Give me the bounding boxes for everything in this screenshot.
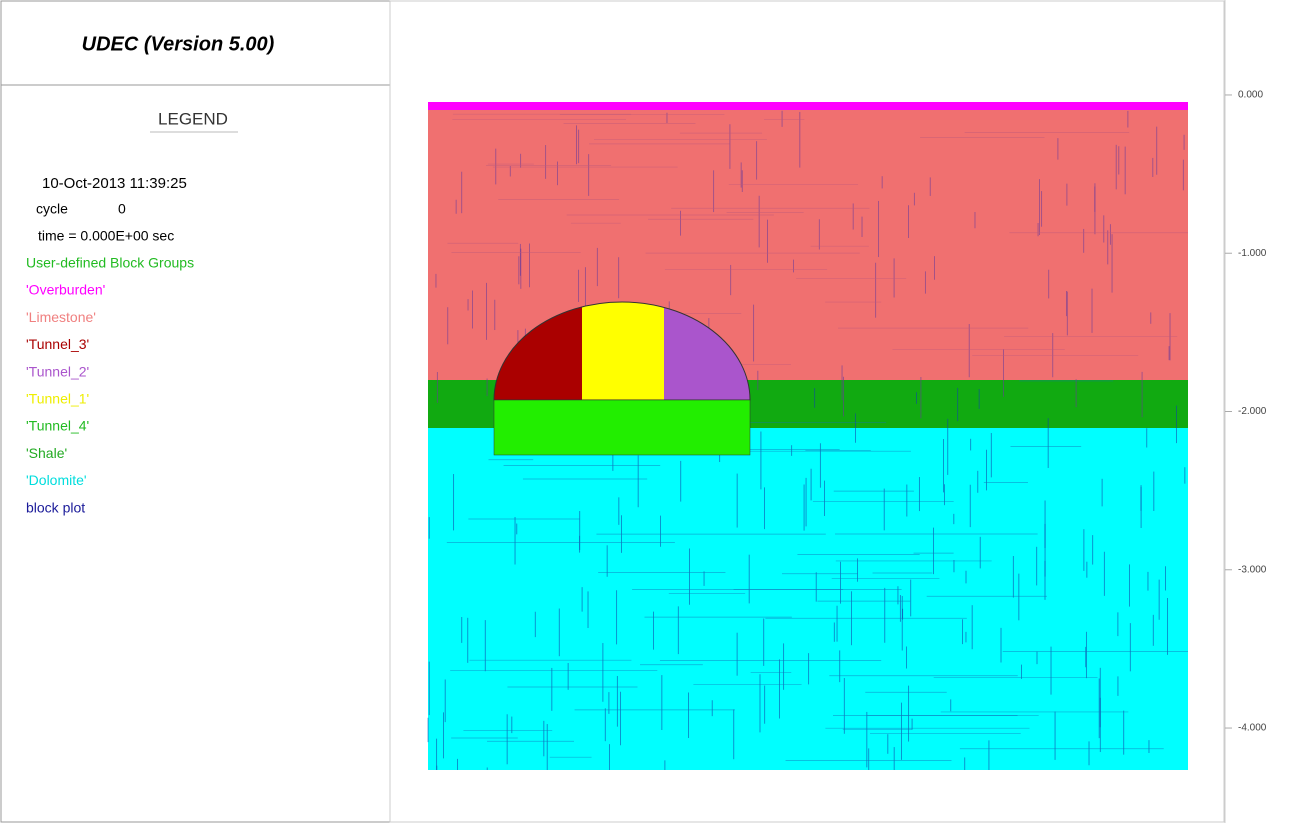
y-tick-label: -1.000 xyxy=(1238,248,1267,259)
legend-group: 'Tunnel_1' xyxy=(26,391,89,407)
legend-cycle-value: 0 xyxy=(118,201,126,217)
legend-group: 'Dolomite' xyxy=(26,472,87,488)
legend-group: 'Tunnel_3' xyxy=(26,336,89,352)
legend-group: 'Tunnel_2' xyxy=(26,363,89,379)
legend-date: 10-Oct-2013 11:39:25 xyxy=(42,175,187,192)
rock-mass xyxy=(427,102,1188,770)
legend-cycle-label: cycle xyxy=(36,201,68,217)
legend-time: time = 0.000E+00 sec xyxy=(38,228,174,244)
legend-group: 'Tunnel_4' xyxy=(26,418,89,434)
legend-heading: LEGEND xyxy=(158,109,228,128)
legend-group: 'Shale' xyxy=(26,445,67,461)
y-tick-label: 0.000 xyxy=(1238,90,1263,101)
legend-group: 'Limestone' xyxy=(26,309,96,325)
legend-group: 'Overburden' xyxy=(26,282,105,298)
plot-frame xyxy=(389,0,1225,823)
app-title: UDEC (Version 5.00) xyxy=(82,33,275,55)
y-tick-label: -4.000 xyxy=(1238,723,1267,734)
legend-groups-heading: User-defined Block Groups xyxy=(26,255,194,271)
y-tick-label: -2.000 xyxy=(1238,406,1267,417)
legend-plot-item: block plot xyxy=(26,500,85,516)
y-tick-label: -3.000 xyxy=(1238,564,1267,575)
